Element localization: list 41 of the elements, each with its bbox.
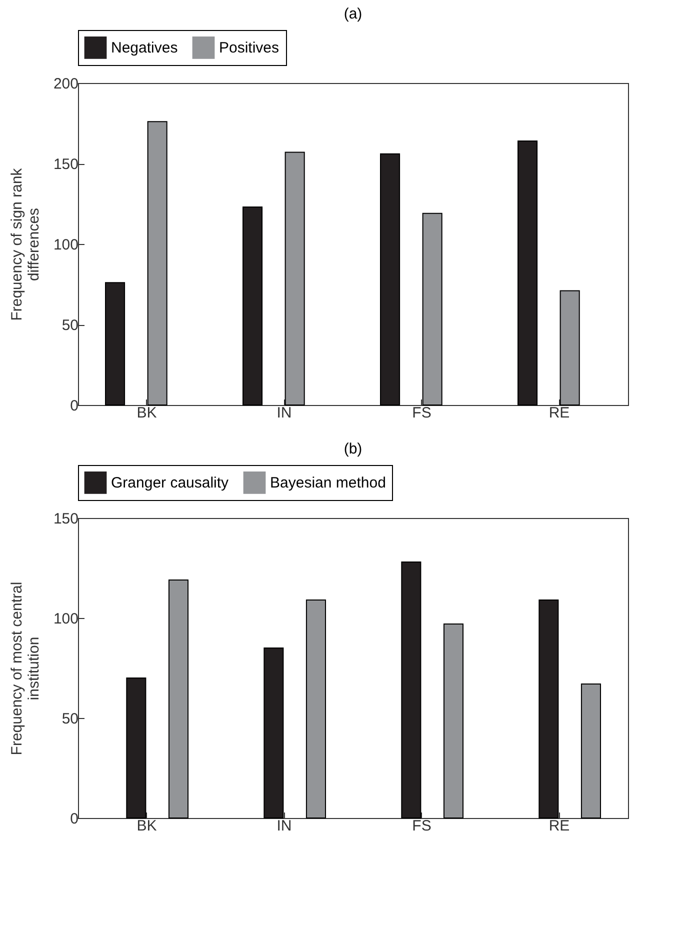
y-tick-label: 100	[53, 610, 78, 628]
bar	[306, 600, 326, 818]
bar	[401, 562, 422, 818]
bar	[147, 121, 168, 406]
bar	[380, 153, 400, 406]
bar	[242, 206, 263, 406]
y-tick-label: 50	[62, 317, 78, 334]
y-tick-label: 100	[53, 236, 78, 254]
x-tick-label: FS	[412, 404, 432, 422]
chart-title: (a)	[344, 6, 362, 22]
bar	[443, 624, 464, 818]
x-tick-label: RE	[548, 404, 570, 422]
legend-label: Granger causality	[111, 474, 230, 492]
bar	[560, 290, 580, 406]
x-tick-label: BK	[136, 404, 157, 422]
chart-title: (b)	[344, 440, 362, 458]
bar	[168, 580, 188, 818]
legend-label: Bayesian method	[270, 474, 386, 492]
bar	[538, 600, 559, 818]
bar	[518, 140, 538, 406]
bar	[422, 212, 442, 406]
y-tick-label: 0	[70, 398, 78, 414]
x-tick-label: IN	[276, 404, 292, 422]
legend-label: Negatives	[111, 40, 178, 57]
bar	[580, 684, 601, 818]
y-axis-title: Frequency of most central institution	[8, 582, 42, 756]
y-tick-label: 150	[53, 510, 78, 528]
y-tick-label: 150	[53, 156, 78, 173]
y-axis-title: Frequency of sign rank differences	[8, 168, 42, 321]
bar	[105, 282, 126, 406]
x-tick-label: FS	[412, 818, 432, 834]
y-tick-label: 0	[70, 810, 78, 828]
x-tick-label: RE	[548, 818, 570, 834]
x-tick-label: IN	[276, 818, 292, 834]
bar	[126, 678, 146, 818]
y-tick-label: 200	[53, 76, 78, 92]
bar	[264, 648, 284, 818]
x-tick-label: BK	[136, 818, 157, 834]
y-tick-label: 50	[62, 710, 78, 728]
bar	[284, 152, 305, 406]
legend-label: Positives	[219, 40, 280, 57]
